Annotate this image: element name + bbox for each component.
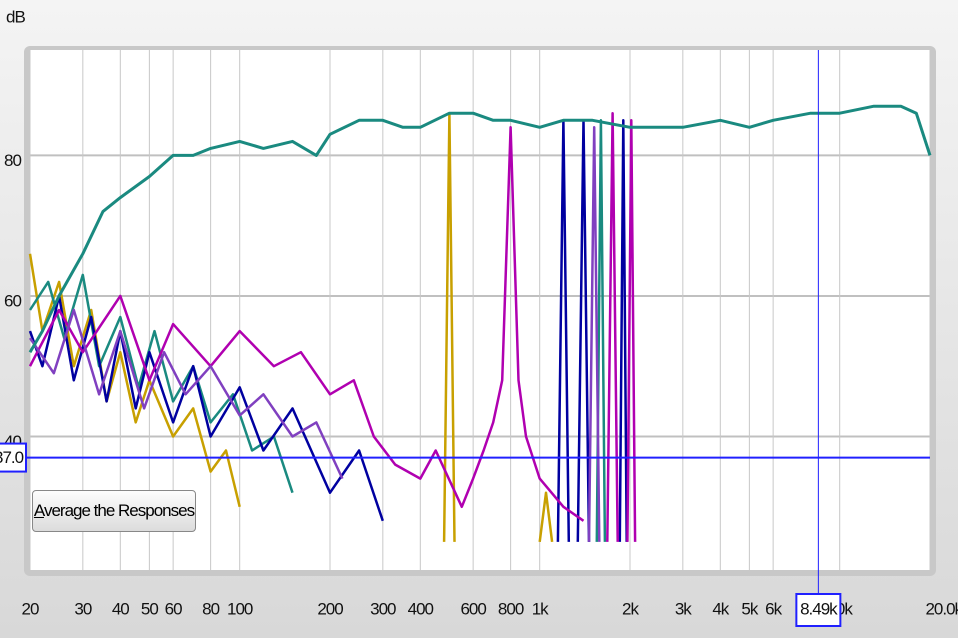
cursor-x-box [795, 593, 842, 627]
x-tick-label: 80 [202, 599, 219, 618]
x-tick-label: 4k [712, 599, 729, 618]
average-button[interactable]: Average the Responses [32, 490, 196, 532]
cursor-y-label: 37.0 [0, 448, 24, 467]
cursor-y-box [0, 442, 27, 473]
series-line [28, 126, 601, 542]
x-tick-label: 1k [532, 599, 549, 618]
y-tick-label: 60 [4, 291, 21, 310]
x-tick-label: 40 [112, 599, 129, 618]
x-tick-label: 20 [22, 599, 39, 618]
y-axis-label: dB [6, 7, 25, 26]
x-tick-label: 100 [227, 599, 253, 618]
y-tick-label: 80 [4, 151, 21, 170]
x-tick-label: 200 [317, 599, 343, 618]
series-line [28, 104, 932, 353]
x-tick-label: 60 [165, 599, 182, 618]
x-tick-label: 3k [675, 599, 692, 618]
series-line [28, 111, 637, 542]
x-tick-label: 400 [408, 599, 434, 618]
x-tick-label: 300 [370, 599, 396, 618]
cursor-x-label: 8.49k [800, 599, 838, 618]
plot-area [30, 50, 930, 570]
x-tick-label: 30 [74, 599, 91, 618]
x-tick-label: 2k [622, 599, 639, 618]
x-tick-label: 800 [498, 599, 524, 618]
x-tick-label: 50 [141, 599, 158, 618]
x-tick-label: 5k [741, 599, 758, 618]
x-tick-label: 6k [765, 599, 782, 618]
x-tick-label: 20.0k Hz [925, 599, 958, 618]
x-tick-label: 600 [460, 599, 486, 618]
